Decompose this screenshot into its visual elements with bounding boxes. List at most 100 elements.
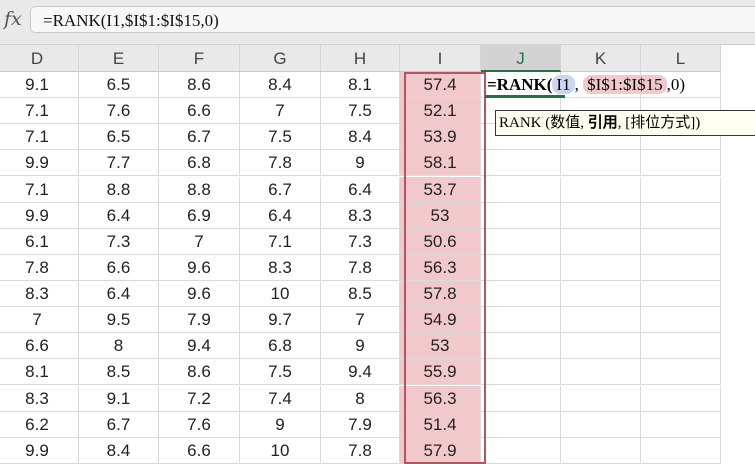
cell-i5[interactable]: 53.7 [400,176,481,203]
cell-e1[interactable]: 6.5 [79,72,159,98]
cell-l14[interactable] [641,411,721,438]
cell-i10[interactable]: 54.9 [400,307,481,334]
cell-j4[interactable] [481,150,561,177]
cell-d10[interactable]: 7 [0,307,79,334]
cell-d5[interactable]: 7.1 [0,176,79,203]
cell-e8[interactable]: 6.6 [79,254,159,281]
column-header-j[interactable]: J [481,45,561,72]
cell-h11[interactable]: 9 [321,333,400,360]
cell-i14[interactable]: 51.4 [400,411,481,438]
cell-g8[interactable]: 8.3 [240,254,321,281]
cell-d14[interactable]: 6.2 [0,411,79,438]
cell-f10[interactable]: 7.9 [159,307,240,334]
cell-d3[interactable]: 7.1 [0,124,79,151]
cell-k5[interactable] [561,176,641,203]
cell-g3[interactable]: 7.5 [240,124,321,151]
cell-j10[interactable] [481,307,561,334]
cell-f14[interactable]: 7.6 [159,411,240,438]
column-header-f[interactable]: F [159,45,240,72]
cell-g1[interactable]: 8.4 [240,72,321,98]
cell-l1[interactable] [641,72,721,98]
cell-h5[interactable]: 6.4 [321,176,400,203]
column-header-g[interactable]: G [240,45,321,72]
cell-d4[interactable]: 9.9 [0,150,79,177]
cell-e6[interactable]: 6.4 [79,202,159,229]
column-header-i[interactable]: I [400,45,481,72]
column-header-k[interactable]: K [561,45,641,72]
cell-k10[interactable] [561,307,641,334]
cell-h13[interactable]: 8 [321,385,400,412]
cell-e4[interactable]: 7.7 [79,150,159,177]
cell-f3[interactable]: 6.7 [159,124,240,151]
cell-e15[interactable]: 8.4 [79,437,159,464]
cell-h12[interactable]: 9.4 [321,359,400,386]
fx-icon[interactable]: fx [4,8,22,30]
cell-j9[interactable] [481,281,561,308]
cell-f7[interactable]: 7 [159,228,240,255]
cell-i11[interactable]: 53 [400,333,481,360]
cell-g11[interactable]: 6.8 [240,333,321,360]
cell-k14[interactable] [561,411,641,438]
cell-j11[interactable] [481,333,561,360]
cell-j13[interactable] [481,385,561,412]
cell-i15[interactable]: 57.9 [400,437,481,464]
cell-l8[interactable] [641,254,721,281]
cell-l5[interactable] [641,176,721,203]
column-header-h[interactable]: H [321,45,400,72]
cell-h10[interactable]: 7 [321,307,400,334]
cell-e7[interactable]: 7.3 [79,228,159,255]
cell-g7[interactable]: 7.1 [240,228,321,255]
cell-d2[interactable]: 7.1 [0,98,79,125]
cell-g5[interactable]: 6.7 [240,176,321,203]
cell-k6[interactable] [561,202,641,229]
cell-h1[interactable]: 8.1 [321,72,400,98]
cell-d9[interactable]: 8.3 [0,281,79,308]
cell-i2[interactable]: 52.1 [400,98,481,125]
cell-f15[interactable]: 6.6 [159,437,240,464]
column-header-e[interactable]: E [79,45,159,72]
cell-h3[interactable]: 8.4 [321,124,400,151]
cell-d6[interactable]: 9.9 [0,202,79,229]
cell-k15[interactable] [561,437,641,464]
column-header-l[interactable]: L [641,45,721,72]
cell-g13[interactable]: 7.4 [240,385,321,412]
cell-h15[interactable]: 7.8 [321,437,400,464]
cell-l3[interactable] [641,124,721,151]
cell-e14[interactable]: 6.7 [79,411,159,438]
cell-f4[interactable]: 6.8 [159,150,240,177]
cell-d11[interactable]: 6.6 [0,333,79,360]
cell-f12[interactable]: 8.6 [159,359,240,386]
cell-h9[interactable]: 8.5 [321,281,400,308]
formula-input[interactable]: =RANK(I1,$I$1:$I$15,0) [30,6,755,33]
cell-l9[interactable] [641,281,721,308]
cell-g4[interactable]: 7.8 [240,150,321,177]
cell-k8[interactable] [561,254,641,281]
cell-k4[interactable] [561,150,641,177]
cell-i1[interactable]: 57.4 [400,72,481,98]
cell-j5[interactable] [481,176,561,203]
cell-j8[interactable] [481,254,561,281]
cell-j15[interactable] [481,437,561,464]
cell-j6[interactable] [481,202,561,229]
cell-i7[interactable]: 50.6 [400,228,481,255]
cell-l11[interactable] [641,333,721,360]
cell-i9[interactable]: 57.8 [400,281,481,308]
cell-g12[interactable]: 7.5 [240,359,321,386]
cell-l15[interactable] [641,437,721,464]
cell-d1[interactable]: 9.1 [0,72,79,98]
cell-d13[interactable]: 8.3 [0,385,79,412]
cell-i13[interactable]: 56.3 [400,385,481,412]
cell-i4[interactable]: 58.1 [400,150,481,177]
cell-f5[interactable]: 8.8 [159,176,240,203]
cell-d7[interactable]: 6.1 [0,228,79,255]
cell-k11[interactable] [561,333,641,360]
cell-g14[interactable]: 9 [240,411,321,438]
cell-e9[interactable]: 6.4 [79,281,159,308]
editing-cell-j1[interactable]: =RANK(I1, $I$1:$I$15,0) [485,72,685,98]
cell-g10[interactable]: 9.7 [240,307,321,334]
cell-j14[interactable] [481,411,561,438]
cell-k7[interactable] [561,228,641,255]
cell-i3[interactable]: 53.9 [400,124,481,151]
cell-j7[interactable] [481,228,561,255]
cell-e12[interactable]: 8.5 [79,359,159,386]
